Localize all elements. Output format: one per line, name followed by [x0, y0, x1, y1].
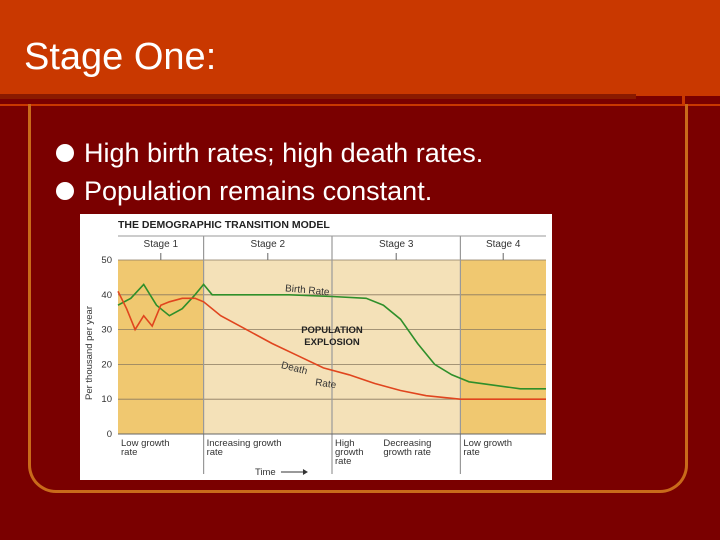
bullet-text: Population remains constant. — [84, 176, 433, 206]
population-explosion-annotation: POPULATION — [301, 325, 363, 336]
stage-growth-label: rate — [121, 447, 137, 458]
bullet-text: High birth rates; high death rates. — [84, 138, 484, 168]
bullet-item: Population remains constant. — [56, 172, 483, 210]
bullet-dot-icon — [56, 144, 74, 162]
slide-title: Stage One: — [24, 36, 217, 78]
content-frame — [28, 104, 688, 493]
death-rate-line — [117, 290, 546, 400]
population-explosion-annotation: EXPLOSION — [304, 337, 360, 348]
y-tick-label: 0 — [107, 429, 112, 440]
frame-right-edge — [682, 12, 685, 104]
stage-label: Stage 2 — [251, 239, 286, 250]
death-rate-label: Rate — [314, 377, 337, 391]
y-tick-label: 50 — [101, 255, 112, 266]
stage-growth-label: rate — [463, 447, 479, 458]
stage-label: Stage 4 — [486, 239, 521, 250]
y-tick-label: 10 — [101, 394, 112, 405]
stage-growth-label: Increasing growth — [207, 438, 282, 449]
stage-label: Stage 3 — [379, 239, 414, 250]
stage-band — [332, 260, 461, 434]
bullet-item: High birth rates; high death rates. — [56, 134, 483, 172]
birth-rate-line — [117, 283, 546, 390]
stage-growth-label: growth — [335, 447, 364, 458]
stage-growth-label: Decreasing — [383, 438, 431, 449]
stage-band — [203, 260, 332, 434]
title-underline — [0, 94, 636, 99]
bullet-dot-icon — [56, 182, 74, 200]
y-tick-label: 40 — [101, 290, 112, 301]
demographic-transition-chart: THE DEMOGRAPHIC TRANSITION MODEL 0 10 20 30 4… — [80, 214, 552, 480]
stage-growth-label: rate — [335, 456, 351, 467]
chart-svg: THE DEMOGRAPHIC TRANSITION MODEL 0 10 20 30 4… — [84, 219, 546, 478]
chart-title: THE DEMOGRAPHIC TRANSITION MODEL — [118, 219, 330, 231]
stage-band — [118, 260, 204, 434]
birth-rate-label: Birth Rate — [285, 283, 331, 298]
stage-growth-label: growth rate — [383, 447, 431, 458]
stage-growth-label: High — [335, 438, 355, 449]
bullet-list: High birth rates; high death rates. Popu… — [56, 134, 483, 210]
y-tick-label: 30 — [101, 325, 112, 336]
stage-band — [460, 260, 546, 434]
stage-growth-label: Low growth — [121, 438, 170, 449]
stage-label: Stage 1 — [144, 239, 179, 250]
title-thin-line — [0, 104, 720, 106]
x-axis-label: Time — [255, 467, 276, 478]
stage-growth-label: Low growth — [463, 438, 512, 449]
y-axis-label: Per thousand per year — [84, 306, 95, 400]
time-arrow-head — [302, 469, 308, 475]
y-tick-label: 20 — [101, 359, 112, 370]
title-bar — [0, 0, 720, 96]
stage-growth-label: rate — [207, 447, 223, 458]
